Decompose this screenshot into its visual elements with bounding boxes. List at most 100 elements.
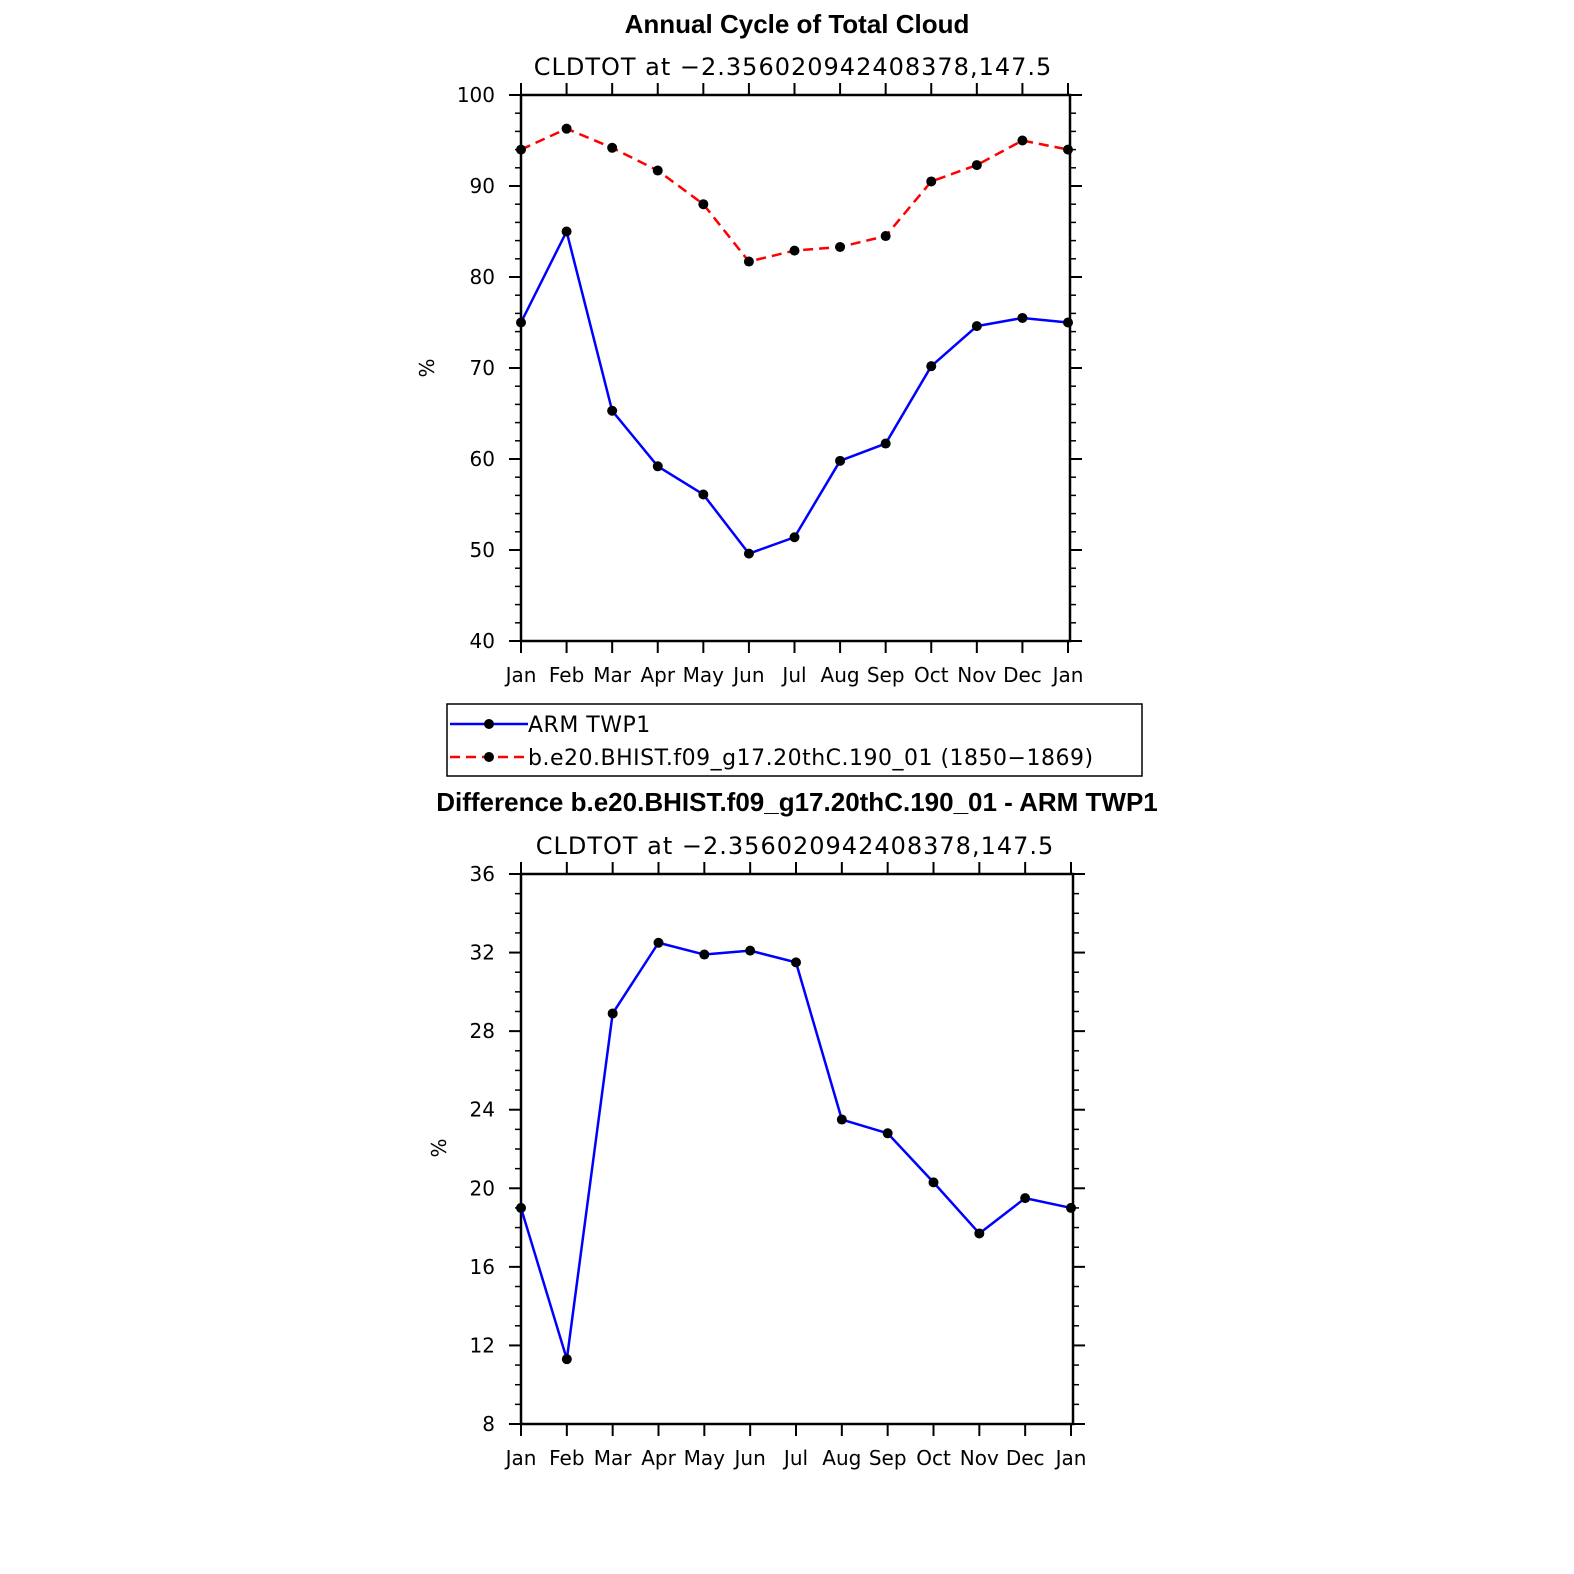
x-tick-label: Jul — [782, 1446, 808, 1470]
series-layer — [516, 123, 1073, 559]
x-tick-label: Aug — [822, 1446, 861, 1470]
y-tick-label: 12 — [470, 1333, 495, 1357]
x-tick-label: May — [683, 663, 725, 687]
data-point — [971, 321, 982, 332]
y-axis-label: % — [415, 358, 439, 377]
y-tick-label: 70 — [470, 356, 495, 380]
x-tick-label: Apr — [640, 663, 675, 687]
x-tick-label: Apr — [641, 1446, 676, 1470]
y-tick-label: 100 — [457, 83, 495, 107]
data-point — [607, 142, 618, 153]
y-axis-label: % — [427, 1138, 451, 1157]
x-tick-label: Jan — [504, 663, 537, 687]
data-point — [882, 1128, 893, 1139]
x-tick-label: Mar — [594, 1446, 633, 1470]
legend-marker-model — [484, 752, 494, 762]
x-tick-label: Jan — [1054, 1446, 1087, 1470]
series-layer — [516, 937, 1076, 1365]
series-line-1 — [520, 127, 1069, 263]
data-point — [561, 226, 572, 237]
data-point — [745, 945, 756, 956]
data-point — [1017, 135, 1028, 146]
x-tick-label: Jun — [733, 1446, 766, 1470]
data-point — [974, 1228, 985, 1239]
data-point — [516, 317, 526, 328]
data-point — [652, 165, 663, 176]
data-point — [652, 461, 663, 472]
x-tick-label: Dec — [1003, 663, 1042, 687]
chart-title: Annual Cycle of Total Cloud — [625, 9, 970, 39]
y-tick-label: 32 — [470, 941, 495, 965]
data-point — [835, 241, 846, 252]
data-point — [698, 199, 709, 210]
legend-marker-arm-twp1 — [484, 719, 494, 729]
y-tick-label: 36 — [470, 862, 495, 886]
data-point — [743, 256, 754, 267]
y-tick-label: 8 — [482, 1412, 495, 1436]
data-point — [835, 455, 846, 466]
data-point — [926, 361, 937, 372]
data-point — [791, 957, 801, 968]
x-tick-label: Jun — [731, 663, 764, 687]
x-tick-label: Sep — [867, 663, 905, 687]
data-point — [607, 1008, 618, 1019]
x-tick-label: Mar — [593, 663, 632, 687]
x-tick-label: Feb — [549, 663, 584, 687]
x-tick-label: Oct — [916, 1446, 951, 1470]
data-point — [1020, 1193, 1031, 1204]
data-point — [1063, 144, 1073, 155]
data-point — [561, 123, 572, 134]
x-tick-label: Nov — [957, 663, 996, 687]
x-tick-label: Feb — [549, 1446, 584, 1470]
y-tick-label: 24 — [470, 1098, 495, 1122]
data-point — [836, 1114, 847, 1125]
data-point — [1017, 312, 1028, 323]
data-point — [1066, 1202, 1076, 1213]
data-point — [1063, 317, 1073, 328]
series-line-0 — [519, 941, 1072, 1361]
plot-frame — [519, 93, 1072, 643]
y-tick-label: 16 — [470, 1255, 495, 1279]
chart-subtitle: CLDTOT at −2.356020942408378,147.5 — [534, 53, 1053, 81]
y-tick-label: 50 — [470, 538, 495, 562]
x-tick-label: Oct — [914, 663, 949, 687]
data-point — [928, 1177, 939, 1188]
legend-label-model: b.e20.BHIST.f09_g17.20thC.190_01 (1850−1… — [528, 746, 1094, 771]
legend-box — [446, 703, 1143, 777]
plot-frame — [519, 872, 1075, 1426]
series-line-0 — [519, 230, 1069, 555]
y-tick-label: 40 — [470, 629, 495, 653]
data-point — [743, 548, 754, 559]
data-point — [789, 245, 800, 256]
data-point — [699, 949, 710, 960]
data-point — [653, 937, 664, 948]
x-tick-label: Sep — [869, 1446, 907, 1470]
data-point — [516, 144, 526, 155]
x-tick-label: Nov — [960, 1446, 999, 1470]
data-point — [789, 532, 800, 543]
x-tick-label: Jul — [780, 663, 806, 687]
data-point — [926, 176, 937, 187]
legend: ARM TWP1 b.e20.BHIST.f09_g17.20thC.190_0… — [446, 703, 1143, 777]
data-point — [971, 160, 982, 171]
x-tick-label: Aug — [821, 663, 860, 687]
data-point — [880, 231, 891, 242]
x-tick-label: Jan — [1051, 663, 1084, 687]
y-tick-label: 20 — [470, 1176, 495, 1200]
data-point — [698, 489, 709, 500]
x-tick-label: Dec — [1006, 1446, 1045, 1470]
y-tick-label: 80 — [470, 265, 495, 289]
legend-label-arm-twp1: ARM TWP1 — [528, 713, 651, 738]
data-point — [516, 1202, 526, 1213]
y-tick-label: 28 — [470, 1019, 495, 1043]
chart-title: Difference b.e20.BHIST.f09_g17.20thC.190… — [436, 787, 1158, 817]
x-tick-label: May — [684, 1446, 726, 1470]
data-point — [880, 438, 891, 449]
difference-chart: Difference b.e20.BHIST.f09_g17.20thC.190… — [427, 787, 1158, 1470]
y-tick-label: 90 — [470, 174, 495, 198]
axis-ticks: 40 50 60 70 80 90 100 Jan Feb Mar Apr May Jun Jul Aug S… — [457, 83, 1084, 687]
annual-cycle-chart: Annual Cycle of Total Cloud CLDTOT at −2… — [415, 9, 1083, 687]
x-tick-label: Jan — [504, 1446, 537, 1470]
data-point — [561, 1354, 572, 1365]
